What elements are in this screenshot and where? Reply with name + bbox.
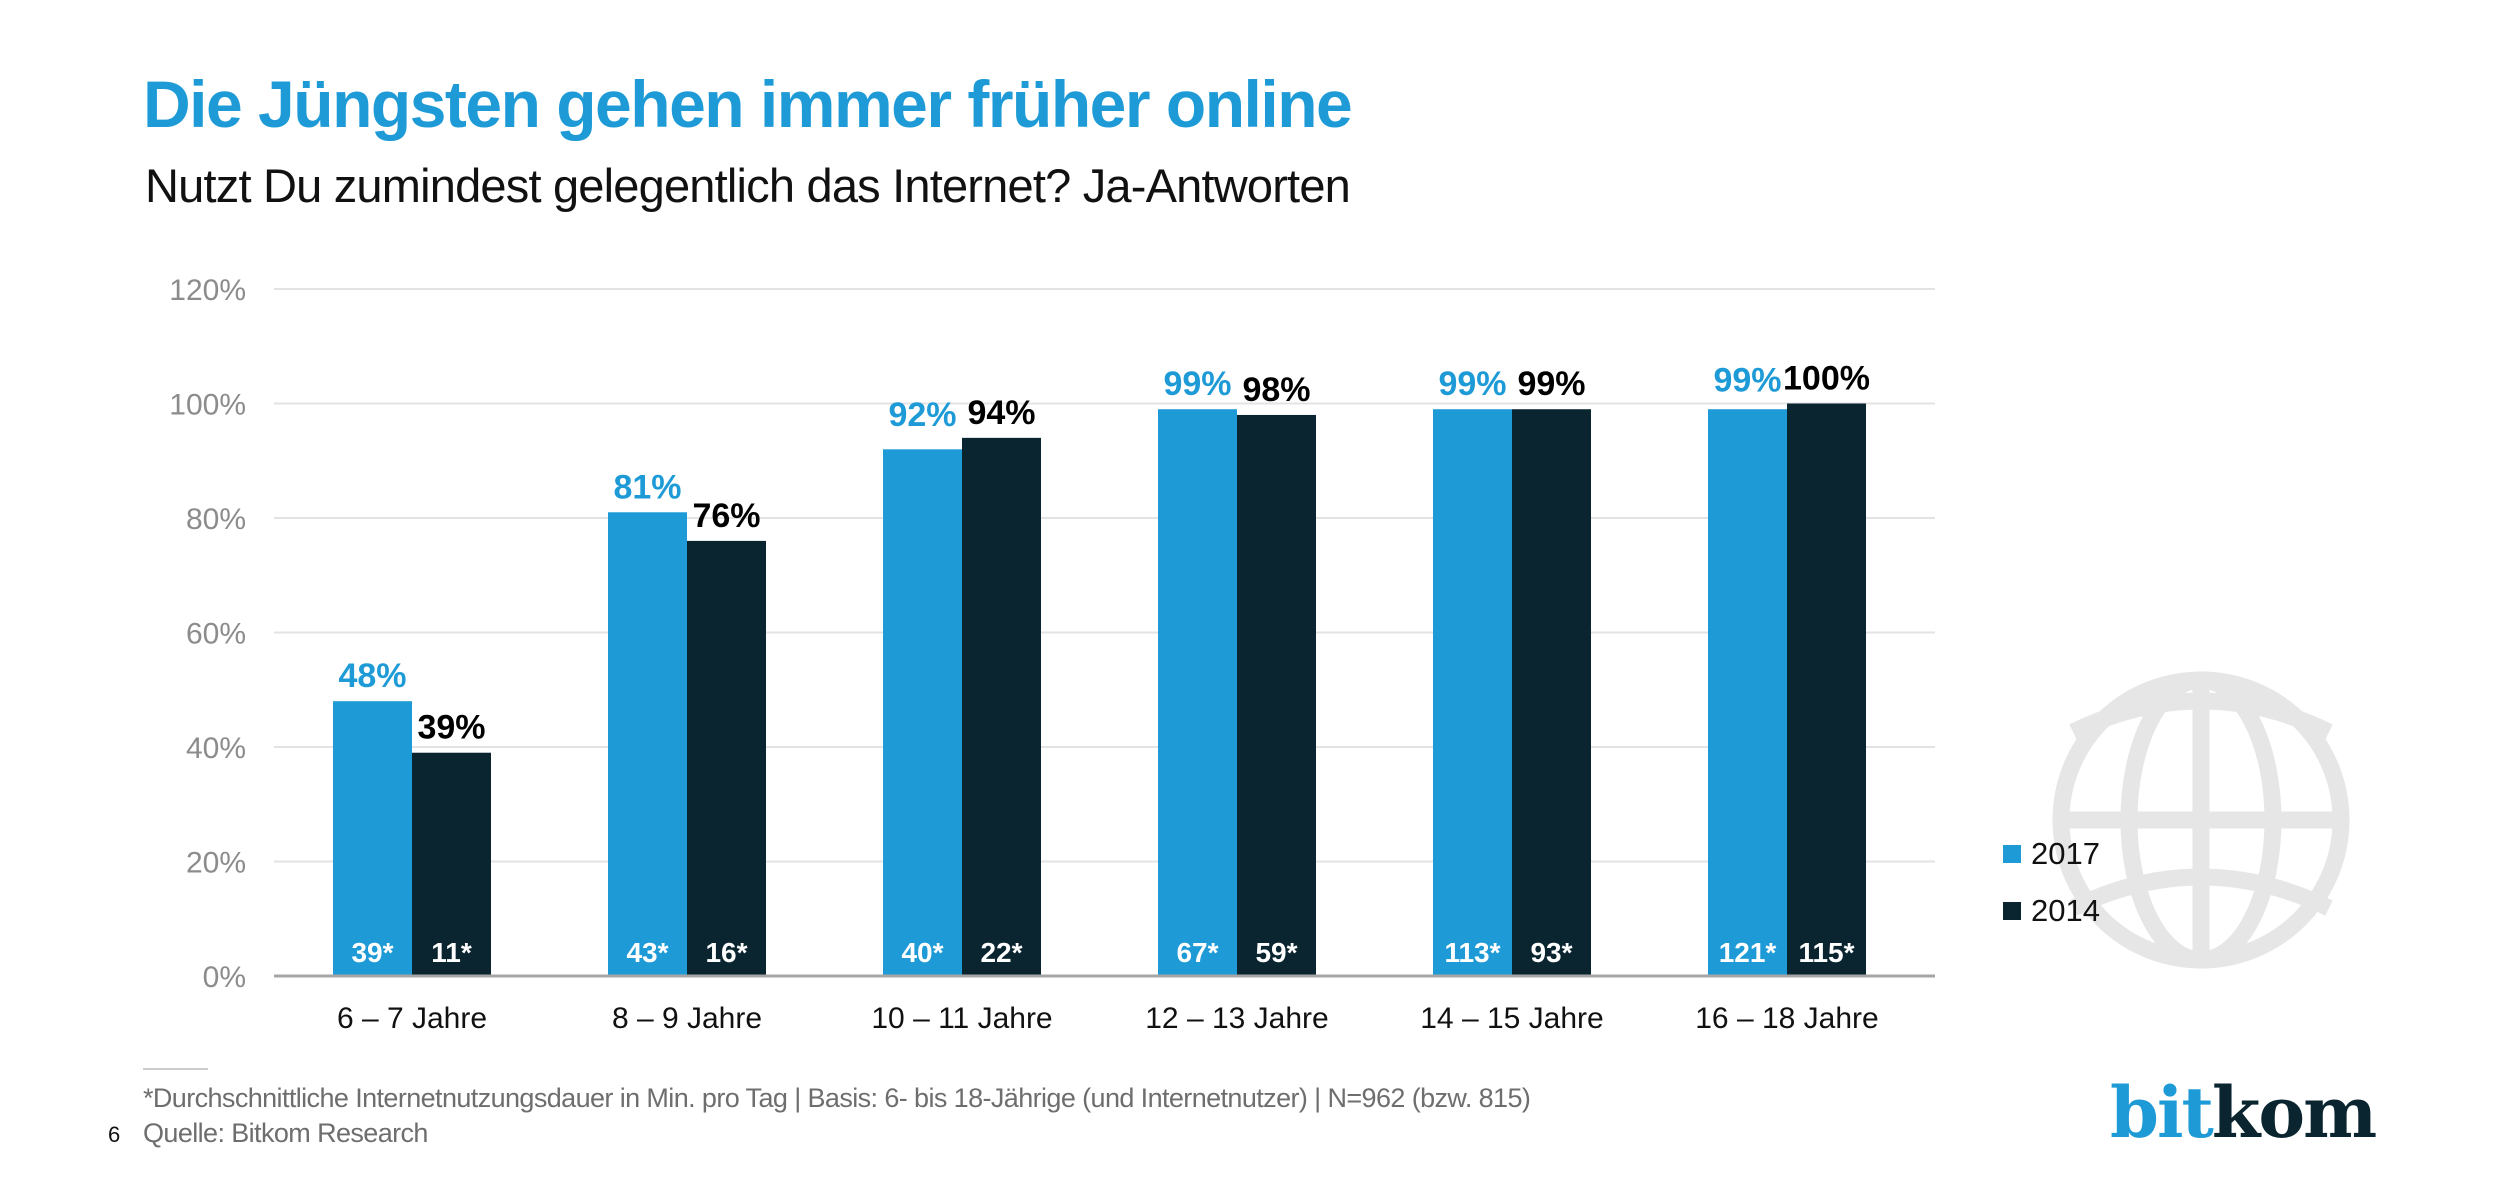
- bar-2017: [608, 512, 687, 976]
- inner-label-2017: 39*: [351, 937, 393, 968]
- bar-2017: [1708, 409, 1787, 977]
- bar-2017: [1433, 409, 1512, 977]
- y-tick-label: 80%: [186, 503, 246, 536]
- page-number: 6: [108, 1122, 121, 1147]
- globe-longitude: [2120, 671, 2282, 969]
- gridlines: [274, 288, 1935, 863]
- x-tick-label: 14 – 15 Jahre: [1420, 1002, 1603, 1035]
- bar-2017: [883, 449, 962, 976]
- inner-label-2014: 115*: [1798, 937, 1854, 968]
- y-tick-label: 120%: [169, 274, 246, 307]
- legend-swatch-2014: [2003, 902, 2021, 920]
- inner-label-2017: 67*: [1176, 937, 1218, 968]
- page-title: Die Jüngsten gehen immer früher online: [143, 67, 1353, 141]
- y-tick-label: 60%: [186, 618, 246, 651]
- data-label-2014: 98%: [1242, 371, 1310, 409]
- legend-label-2017: 2017: [2031, 836, 2100, 871]
- bar-2014: [687, 540, 766, 976]
- bitkom-logo: bitkom: [2110, 1078, 2377, 1148]
- logo-part-bit: bit: [2110, 1071, 2214, 1154]
- data-label-2017: 48%: [338, 657, 406, 695]
- data-label-2014: 100%: [1783, 360, 1870, 398]
- inner-label-2014: 93*: [1530, 937, 1572, 968]
- inner-label-2014: 59*: [1255, 937, 1297, 968]
- x-tick-label: 6 – 7 Jahre: [337, 1002, 487, 1035]
- inner-label-2014: 11*: [431, 937, 472, 968]
- source-note: Quelle: Bitkom Research: [143, 1118, 428, 1148]
- bars: 48% 39* 39% 11* 81% 43* 76% 16* 92% 40* 94% 22* 99% 6…: [333, 360, 1870, 977]
- bar-2014: [1787, 403, 1866, 976]
- inner-label-2017: 121*: [1719, 937, 1777, 968]
- bar-2014: [1512, 409, 1591, 977]
- globe-icon: [2052, 671, 2350, 969]
- data-label-2017: 99%: [1713, 362, 1781, 400]
- data-label-2014: 76%: [692, 497, 760, 535]
- inner-label-2017: 43*: [626, 937, 668, 968]
- data-label-2017: 92%: [888, 396, 956, 434]
- inner-label-2017: 40*: [901, 937, 943, 968]
- legend-label-2014: 2014: [2031, 893, 2100, 928]
- inner-label-2014: 16*: [705, 937, 747, 968]
- y-axis-ticks: 0% 20% 40% 60% 80% 100% 120%: [169, 274, 246, 994]
- bar-2014: [412, 752, 491, 976]
- data-label-2014: 94%: [967, 394, 1035, 432]
- globe-latitude-bottom: [2069, 868, 2333, 916]
- data-label-2017: 81%: [613, 468, 681, 506]
- x-tick-label: 16 – 18 Jahre: [1695, 1002, 1878, 1035]
- inner-label-2014: 22*: [980, 937, 1022, 968]
- logo-part-kom: kom: [2211, 1071, 2377, 1154]
- legend-item-2014: 2014: [2003, 893, 2100, 929]
- inner-label-2017: 113*: [1444, 937, 1500, 968]
- x-tick-label: 10 – 11 Jahre: [871, 1002, 1052, 1035]
- footnote: *Durchschnittliche Internetnutzungsdauer…: [143, 1083, 1531, 1113]
- bar-2014: [1237, 414, 1316, 976]
- page-subtitle: Nutzt Du zumindest gelegentlich das Inte…: [145, 159, 1351, 212]
- y-tick-label: 0%: [203, 961, 246, 994]
- x-tick-label: 8 – 9 Jahre: [612, 1002, 762, 1035]
- data-label-2017: 99%: [1163, 365, 1231, 403]
- y-tick-label: 100%: [169, 389, 246, 422]
- data-label-2014: 99%: [1517, 365, 1585, 403]
- y-tick-label: 20%: [186, 847, 246, 880]
- footer-divider: [143, 1068, 208, 1070]
- globe-latitude-top: [2069, 692, 2333, 740]
- legend-item-2017: 2017: [2003, 836, 2100, 872]
- x-axis-ticks: 6 – 7 Jahre 8 – 9 Jahre 10 – 11 Jahre 12 – …: [337, 1002, 1879, 1035]
- bar-2017: [333, 701, 412, 976]
- data-label-2014: 39%: [417, 709, 485, 747]
- bar-2017: [1158, 409, 1237, 977]
- y-tick-label: 40%: [186, 732, 246, 765]
- data-label-2017: 99%: [1438, 365, 1506, 403]
- x-tick-label: 12 – 13 Jahre: [1145, 1002, 1328, 1035]
- bar-2014: [962, 437, 1041, 977]
- legend-swatch-2017: [2003, 845, 2021, 863]
